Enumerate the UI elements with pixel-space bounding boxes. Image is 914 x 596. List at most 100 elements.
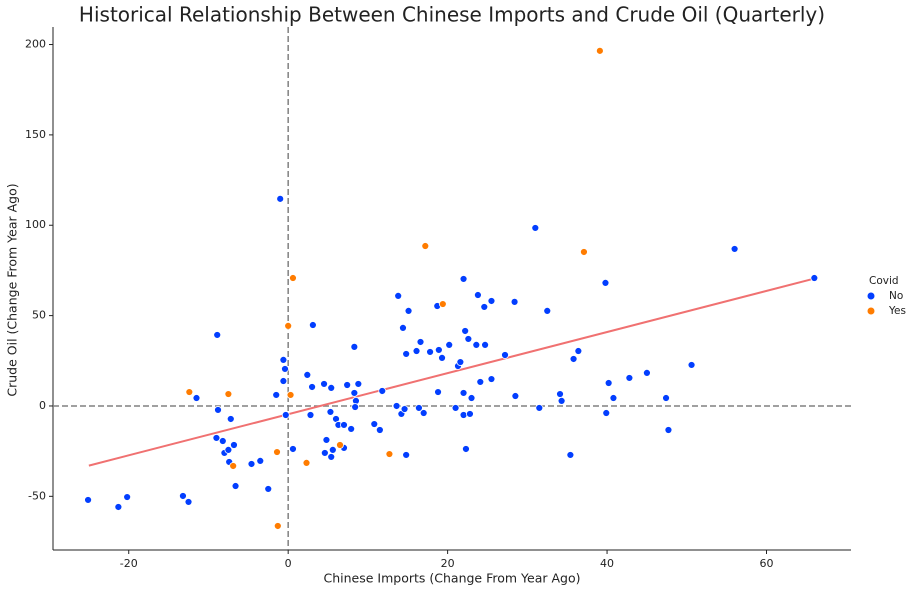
point [264, 485, 273, 493]
point [461, 327, 470, 335]
y-tick-label: 150 [25, 128, 46, 141]
point [664, 426, 673, 434]
point [419, 409, 428, 417]
point [566, 451, 575, 459]
point [480, 303, 489, 311]
y-tick-label: 200 [25, 38, 46, 51]
point [510, 297, 519, 306]
point [328, 445, 337, 454]
point [226, 415, 235, 423]
point [84, 496, 92, 504]
legend-label: No [889, 290, 903, 302]
point [625, 374, 634, 382]
point [415, 404, 423, 412]
point [322, 436, 331, 444]
point [535, 404, 544, 412]
point [402, 451, 411, 459]
point [438, 353, 446, 362]
point [643, 368, 651, 377]
point [426, 348, 434, 356]
point [604, 379, 613, 387]
point [402, 350, 411, 358]
point [184, 498, 193, 506]
point [308, 383, 316, 391]
point [730, 245, 739, 253]
point [272, 391, 281, 399]
point [467, 394, 476, 402]
point [343, 381, 352, 389]
point [511, 392, 520, 400]
point [464, 335, 473, 343]
point [421, 242, 430, 250]
point [385, 450, 394, 458]
point [462, 445, 470, 453]
point [556, 390, 564, 398]
point [580, 248, 588, 256]
point [185, 388, 194, 396]
point [306, 411, 315, 419]
point [662, 394, 670, 402]
point [569, 355, 578, 363]
y-tick-label: -50 [28, 489, 46, 502]
point [399, 323, 407, 332]
point [481, 340, 489, 349]
x-tick-label: 40 [600, 557, 614, 570]
point [354, 380, 363, 388]
point [350, 342, 359, 351]
point [308, 321, 317, 329]
x-axis-label: Chinese Imports (Change From Year Ago) [324, 571, 581, 586]
point [256, 457, 265, 465]
point [557, 397, 566, 405]
point [351, 403, 360, 411]
point [394, 292, 403, 300]
point [114, 503, 123, 511]
point [466, 410, 474, 418]
point [601, 278, 610, 287]
point [326, 408, 335, 416]
y-tick-label: 50 [32, 309, 46, 322]
point [416, 338, 425, 346]
point [378, 387, 387, 395]
legend-marker [867, 307, 875, 315]
point [487, 297, 496, 305]
point [212, 434, 221, 442]
x-tick-label: 60 [759, 557, 773, 570]
point [279, 377, 288, 385]
point [276, 194, 285, 203]
point [327, 453, 336, 461]
point [327, 383, 336, 392]
x-tick-label: 0 [285, 557, 292, 570]
point [273, 522, 282, 530]
fit-line [88, 277, 815, 467]
point [218, 437, 227, 445]
y-axis-label: Crude Oil (Change From Year Ago) [5, 183, 20, 396]
point [289, 274, 297, 282]
point [303, 370, 312, 379]
chart-title: Historical Relationship Between Chinese … [79, 3, 825, 27]
point [392, 402, 401, 410]
point [459, 275, 468, 283]
x-tick-label: 20 [441, 557, 455, 570]
point [231, 482, 240, 490]
point [279, 355, 288, 364]
point [370, 420, 379, 428]
point [459, 389, 468, 397]
point [350, 389, 359, 397]
point [224, 445, 233, 454]
point [340, 421, 348, 429]
point [273, 448, 281, 456]
point [320, 380, 328, 388]
point [474, 291, 482, 299]
legend-title: Covid [869, 275, 899, 287]
legend-marker [867, 292, 875, 300]
point [472, 340, 481, 349]
point [281, 411, 290, 419]
legend-label: Yes [888, 305, 906, 317]
y-tick-label: 0 [39, 399, 46, 412]
point [501, 351, 509, 359]
point [459, 411, 468, 419]
point [247, 460, 256, 468]
point [286, 391, 295, 399]
